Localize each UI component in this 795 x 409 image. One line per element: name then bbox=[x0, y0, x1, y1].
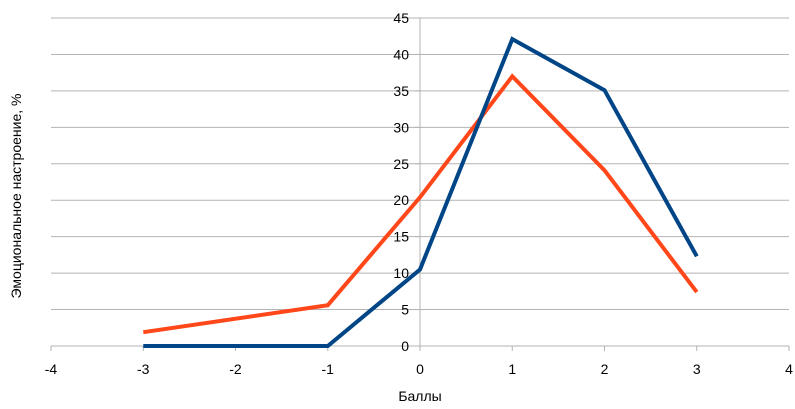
y-tick-label: 45 bbox=[393, 10, 409, 26]
y-tick-label: 30 bbox=[393, 119, 409, 135]
x-tick-label: 4 bbox=[785, 361, 793, 377]
y-tick-label: 15 bbox=[393, 229, 409, 245]
x-tick-label: -4 bbox=[45, 361, 58, 377]
y-tick-label: 20 bbox=[393, 192, 409, 208]
y-tick-label: 35 bbox=[393, 83, 409, 99]
axes bbox=[50, 17, 790, 351]
y-tick-label: 10 bbox=[393, 265, 409, 281]
y-tick-label: 0 bbox=[401, 338, 409, 354]
x-tick-label: 1 bbox=[508, 361, 516, 377]
series-line-2 bbox=[143, 36, 699, 348]
x-tick-label: 2 bbox=[601, 361, 609, 377]
x-tick-label: -3 bbox=[137, 361, 150, 377]
series-layer bbox=[143, 36, 699, 348]
x-tick-label: 0 bbox=[416, 361, 424, 377]
x-tick-label: 3 bbox=[693, 361, 701, 377]
y-tick-labels: 0 5 10 15 20 25 30 35 40 45 bbox=[393, 10, 409, 354]
x-tick-labels: -4 -3 -2 -1 0 1 2 3 4 bbox=[45, 361, 793, 377]
x-axis-title: Баллы bbox=[398, 388, 441, 404]
y-tick-label: 40 bbox=[393, 46, 409, 62]
x-tick-label: -2 bbox=[229, 361, 242, 377]
series-line-1 bbox=[143, 73, 699, 335]
y-axis-title: Эмоциональное настроение, % bbox=[8, 94, 24, 299]
y-tick-label: 5 bbox=[401, 302, 409, 318]
y-tick-label: 25 bbox=[393, 156, 409, 172]
x-tick-label: -1 bbox=[322, 361, 335, 377]
